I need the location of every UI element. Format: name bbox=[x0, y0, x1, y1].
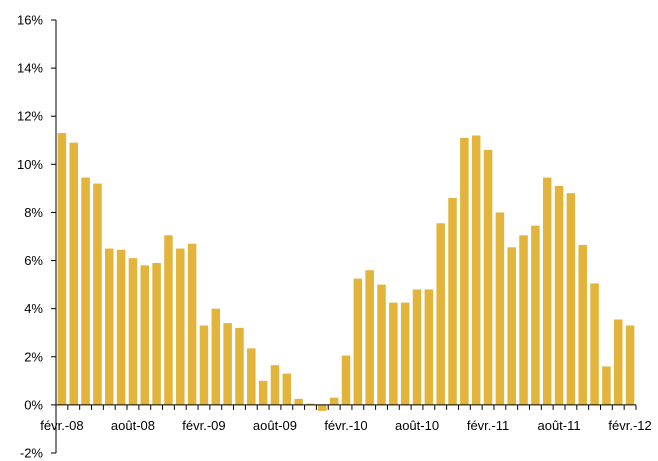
x-tick-label: févr.-10 bbox=[324, 418, 367, 433]
bar bbox=[471, 135, 481, 405]
bar bbox=[353, 278, 363, 405]
y-tick-label: 6% bbox=[24, 253, 43, 268]
bar bbox=[613, 319, 623, 405]
bar bbox=[460, 137, 469, 405]
bar bbox=[199, 325, 209, 405]
bar bbox=[554, 185, 564, 405]
y-tick-label: 12% bbox=[17, 109, 43, 124]
bar bbox=[400, 302, 410, 405]
bar bbox=[93, 183, 102, 405]
bar bbox=[164, 235, 173, 405]
x-tick-label: août-09 bbox=[253, 418, 297, 433]
bar bbox=[412, 289, 422, 405]
bar bbox=[247, 348, 256, 405]
y-axis: -2% 0% 2% 4% 6% 8% 10% 12% 14% 16% bbox=[17, 13, 57, 461]
bar bbox=[282, 373, 292, 405]
bar bbox=[542, 177, 552, 405]
bar bbox=[341, 355, 351, 405]
bar bbox=[590, 283, 599, 405]
x-tick-label: févr.-08 bbox=[40, 418, 83, 433]
y-tick-label: 10% bbox=[17, 157, 43, 172]
bar bbox=[235, 327, 244, 405]
bar bbox=[424, 289, 434, 405]
bar bbox=[57, 133, 67, 405]
x-tick-label: août-10 bbox=[395, 418, 439, 433]
y-tick-label: 2% bbox=[24, 349, 43, 364]
bar bbox=[306, 403, 315, 405]
bar bbox=[495, 212, 505, 405]
bar bbox=[258, 380, 268, 405]
bar bbox=[507, 247, 516, 405]
bar bbox=[625, 325, 635, 405]
bar bbox=[519, 235, 528, 405]
bars bbox=[57, 133, 635, 411]
bar bbox=[531, 225, 540, 405]
bar bbox=[128, 258, 138, 405]
bar bbox=[602, 366, 611, 405]
bar bbox=[69, 142, 79, 405]
y-tick-label: 0% bbox=[24, 397, 43, 412]
x-tick-label: févr.-11 bbox=[467, 418, 509, 433]
bar bbox=[223, 323, 232, 405]
y-tick-label: -2% bbox=[20, 446, 44, 461]
y-tick-label: 8% bbox=[24, 205, 43, 220]
bar bbox=[566, 193, 576, 405]
x-tick-label: août-11 bbox=[537, 418, 580, 433]
bar bbox=[105, 248, 114, 405]
bar bbox=[140, 265, 150, 405]
x-tick-label: août-08 bbox=[111, 418, 155, 433]
bar bbox=[377, 284, 386, 405]
bar bbox=[152, 262, 161, 405]
bar bbox=[318, 404, 327, 411]
bar bbox=[578, 244, 587, 405]
bar bbox=[329, 397, 339, 405]
y-tick-label: 16% bbox=[17, 13, 43, 28]
bar bbox=[187, 243, 197, 405]
bar bbox=[436, 223, 445, 405]
bar bbox=[270, 365, 280, 405]
bar bbox=[294, 398, 303, 405]
bar bbox=[81, 177, 90, 405]
bar bbox=[116, 249, 126, 405]
x-tick-label: févr.-09 bbox=[182, 418, 225, 433]
bar bbox=[365, 270, 374, 405]
x-axis: févr.-08 août-08 févr.-09 août-09 févr.-10 ao… bbox=[40, 404, 652, 433]
bar bbox=[176, 248, 185, 405]
bar bbox=[389, 302, 398, 405]
y-tick-label: 4% bbox=[24, 301, 43, 316]
bar bbox=[448, 198, 457, 405]
bar bbox=[483, 149, 493, 405]
x-tick-label: févr.-12 bbox=[608, 418, 651, 433]
y-tick-label: 14% bbox=[17, 61, 43, 76]
bar bbox=[211, 308, 221, 405]
